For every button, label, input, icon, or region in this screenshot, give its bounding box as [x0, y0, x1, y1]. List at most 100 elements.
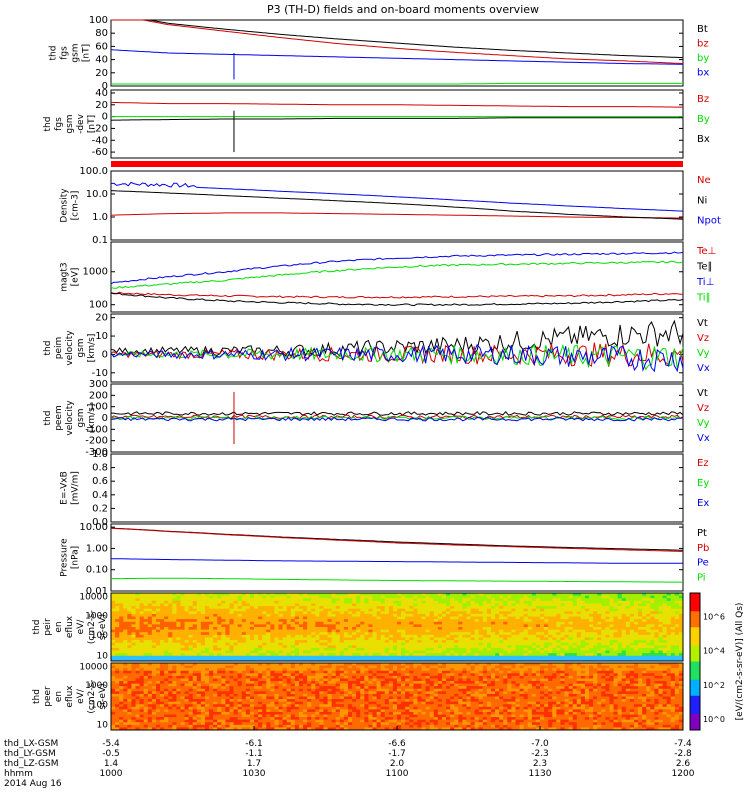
heatmap-cell — [511, 629, 516, 633]
heatmap-cell — [221, 658, 226, 662]
ytick-peir: 100 — [91, 631, 108, 641]
heatmap-cell — [397, 658, 402, 662]
heatmap-cell — [180, 627, 185, 631]
heatmap-cell — [486, 650, 492, 654]
heatmap-cell — [503, 673, 508, 677]
heatmap-cell — [523, 678, 529, 682]
heatmap-cell — [217, 670, 222, 674]
heatmap-cell — [131, 600, 136, 604]
heatmap-cell — [466, 640, 471, 644]
heatmap-cell — [225, 613, 230, 617]
heatmap-cell — [380, 663, 386, 666]
heatmap-cell — [413, 600, 418, 604]
heatmap-cell — [172, 665, 177, 669]
heatmap-cell — [564, 673, 569, 677]
heatmap-cell — [241, 650, 247, 654]
heatmap-cell — [294, 627, 300, 631]
heatmap-cell — [127, 606, 132, 610]
heatmap-cell — [580, 603, 586, 607]
heatmap-cell — [270, 632, 275, 636]
heatmap-cell — [421, 611, 426, 615]
heatmap-cell — [507, 619, 512, 623]
heatmap-cell — [315, 608, 320, 612]
heatmap-cell — [217, 598, 222, 602]
heatmap-cell — [499, 606, 504, 610]
heatmap-cell — [474, 593, 480, 597]
heatmap-cell — [584, 606, 590, 610]
heatmap-cell — [650, 658, 655, 662]
heatmap-cell — [531, 675, 537, 679]
heatmap-cell — [388, 668, 394, 672]
heatmap-cell — [115, 658, 120, 662]
heatmap-cell — [519, 621, 525, 625]
heatmap-cell — [270, 611, 275, 615]
heatmap-cell — [262, 619, 267, 623]
heatmap-cell — [625, 645, 631, 649]
heatmap-cell — [319, 611, 324, 615]
heatmap-cell — [405, 670, 410, 674]
heatmap-cell — [629, 613, 635, 617]
heatmap-cell — [666, 650, 672, 654]
heatmap-cell — [119, 613, 124, 617]
heatmap-cell — [294, 611, 300, 615]
heatmap-cell — [503, 650, 508, 654]
heatmap-cell — [151, 616, 157, 620]
heatmap-cell — [629, 681, 635, 685]
heatmap-cell — [111, 616, 116, 620]
heatmap-cell — [417, 624, 422, 628]
heatmap-cell — [115, 606, 120, 610]
heatmap-cell — [213, 598, 218, 602]
heatmap-cell — [625, 665, 631, 669]
heatmap-cell — [413, 632, 418, 636]
heatmap-cell — [409, 658, 414, 662]
heatmap-cell — [556, 619, 561, 623]
heatmap-cell — [143, 619, 149, 623]
heatmap-cell — [356, 624, 361, 628]
heatmap-cell — [658, 640, 663, 644]
heatmap-cell — [401, 611, 406, 615]
heatmap-cell — [527, 653, 533, 657]
heatmap-cell — [609, 624, 614, 628]
heatmap-cell — [584, 600, 590, 604]
ylabel-peim-3: gsm — [76, 338, 86, 357]
heatmap-cell — [352, 603, 357, 607]
heatmap-cell — [495, 595, 500, 599]
heatmap-cell — [303, 653, 308, 657]
heatmap-cell — [115, 640, 120, 644]
heatmap-cell — [613, 603, 619, 607]
heatmap-cell — [204, 668, 210, 672]
heatmap-cell — [151, 627, 157, 631]
heatmap-cell — [417, 613, 422, 617]
legend-efield-Ex: Ex — [697, 498, 709, 509]
heatmap-cell — [454, 598, 459, 602]
ylabel-peim-2: velocity — [65, 330, 75, 366]
heatmap-cell — [335, 616, 341, 620]
heatmap-cell — [470, 642, 476, 646]
ylabel-peir-5: (cm2-s- — [87, 610, 97, 644]
heatmap-cell — [286, 627, 292, 631]
heatmap-cell — [262, 642, 267, 646]
heatmap-cell — [446, 616, 451, 620]
heatmap-cell — [388, 655, 394, 659]
heatmap-cell — [245, 627, 251, 631]
heatmap-cell — [380, 608, 386, 612]
heatmap-cell — [147, 634, 153, 638]
heatmap-cell — [192, 655, 198, 659]
heatmap-cell — [380, 624, 386, 628]
heatmap-cell — [446, 619, 451, 623]
heatmap-cell — [225, 663, 230, 666]
ytick-efield: 0.8 — [92, 463, 108, 474]
heatmap-cell — [172, 675, 177, 679]
heatmap-cell — [544, 632, 549, 636]
heatmap-cell — [384, 600, 390, 604]
heatmap-cell — [486, 678, 492, 682]
heatmap-cell — [176, 663, 181, 666]
heatmap-cell — [617, 634, 623, 638]
heatmap-cell — [164, 621, 169, 625]
heatmap-cell — [515, 634, 520, 638]
heatmap-cell — [454, 655, 459, 659]
heatmap-cell — [209, 611, 214, 615]
heatmap-cell — [450, 613, 455, 617]
heatmap-cell — [180, 650, 185, 654]
heatmap-cell — [372, 593, 377, 597]
